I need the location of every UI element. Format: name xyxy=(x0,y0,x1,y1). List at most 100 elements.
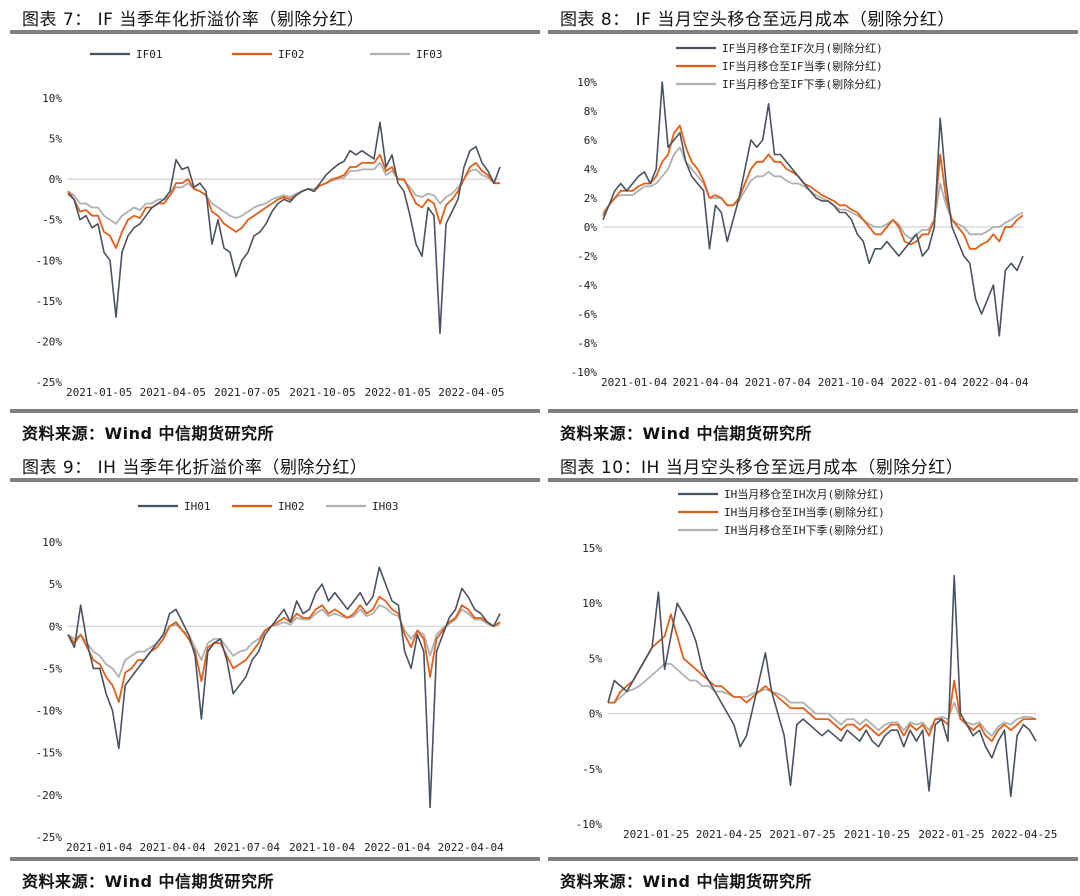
legend-label: IH01 xyxy=(184,500,211,513)
x-tick-label: 2021-01-05 xyxy=(66,386,132,399)
y-tick-label: -25% xyxy=(36,376,63,389)
y-tick-label: -10% xyxy=(36,705,63,718)
divider xyxy=(548,478,1078,482)
y-tick-label: -10% xyxy=(571,366,598,379)
divider xyxy=(10,478,540,482)
series-line-3 xyxy=(67,162,500,225)
y-tick-label: 0% xyxy=(584,221,598,234)
x-tick-label: 2022-01-04 xyxy=(891,376,958,389)
y-tick-label: 6% xyxy=(584,134,598,147)
y-tick-label: -20% xyxy=(36,789,63,802)
x-tick-label: 2021-04-25 xyxy=(696,828,762,841)
series-line-2 xyxy=(67,153,500,250)
y-tick-label: -5% xyxy=(582,763,602,776)
series-line-1 xyxy=(67,121,501,335)
series-line-2 xyxy=(608,613,1036,743)
panel-title: 图表 7： IF 当季年化折溢价率（剔除分红） xyxy=(22,10,365,30)
if-roll-cost-chart: -10% -8% -6% -4% -2% 0% 2% 4% 6% 8% 10% 2021-01-04 2… xyxy=(571,41,1029,389)
legend-label: IF01 xyxy=(136,48,163,61)
x-tick-label: 2021-04-04 xyxy=(672,376,739,389)
y-tick-label: -15% xyxy=(36,295,63,308)
panel-title: 图表 9： IH 当季年化折溢价率（剔除分红） xyxy=(22,458,368,478)
y-tick-label: -2% xyxy=(577,250,597,263)
divider xyxy=(10,30,540,34)
panel-title: 图表 10：IH 当月空头移仓至远月成本（剔除分红） xyxy=(560,458,964,478)
y-tick-label: 8% xyxy=(584,105,598,118)
series-line-3 xyxy=(67,604,501,678)
divider xyxy=(548,409,1078,413)
y-tick-label: -10% xyxy=(576,818,603,831)
legend-label: IF03 xyxy=(416,48,443,61)
x-tick-label: 2021-10-04 xyxy=(818,376,885,389)
chart-panel-if-basis: 图表 7： IF 当季年化折溢价率（剔除分红） -25% -20% -15% -10%… xyxy=(10,0,540,448)
y-tick-label: 0% xyxy=(49,620,63,633)
series-line-1 xyxy=(602,81,1024,337)
divider xyxy=(10,409,540,413)
if-basis-chart: -25% -20% -15% -10% -5% 0% 5% 10% 2021-01-05 2021… xyxy=(36,48,505,399)
y-tick-label: 0% xyxy=(49,173,63,186)
series-line-1 xyxy=(607,574,1037,798)
chart-panel-ih-basis: 图表 9： IH 当季年化折溢价率（剔除分红） -25% -20% -15% -10%… xyxy=(10,448,540,896)
legend-label: IF当月移仓至IF次月(剔除分红) xyxy=(722,41,883,55)
y-tick-label: -5% xyxy=(42,214,62,227)
y-tick-label: -8% xyxy=(577,337,597,350)
panel-title: 图表 8： IF 当月空头移仓至远月成本（剔除分红） xyxy=(560,10,955,30)
divider xyxy=(548,30,1078,34)
legend-label: IH03 xyxy=(372,500,399,513)
x-tick-label: 2021-04-05 xyxy=(140,386,206,399)
chart-panel-if-roll-cost: 图表 8： IF 当月空头移仓至远月成本（剔除分红） -10% -8% -6% -4%… xyxy=(548,0,1078,448)
x-tick-label: 2021-04-04 xyxy=(139,841,206,854)
x-tick-label: 2022-01-04 xyxy=(364,841,431,854)
y-tick-label: -15% xyxy=(36,747,63,760)
y-tick-label: 10% xyxy=(582,597,602,610)
divider xyxy=(548,857,1078,861)
series-line-3 xyxy=(602,146,1024,240)
y-tick-label: 10% xyxy=(42,92,62,105)
y-tick-label: -25% xyxy=(36,831,63,844)
x-tick-label: 2021-01-25 xyxy=(623,828,689,841)
source-note: 资料来源：Wind 中信期货研究所 xyxy=(560,872,813,891)
x-tick-label: 2022-04-05 xyxy=(438,386,504,399)
legend-label: IH当月移仓至IH当季(剔除分红) xyxy=(724,505,885,519)
x-tick-label: 2022-01-25 xyxy=(918,828,984,841)
legend-label: IF当月移仓至IF当季(剔除分红) xyxy=(722,59,883,73)
y-tick-label: -10% xyxy=(36,254,63,267)
ih-roll-cost-chart: -10% -5% 0% 5% 10% 15% 2021-01-25 2021-04-25 202… xyxy=(576,487,1058,841)
x-tick-label: 2022-04-04 xyxy=(438,841,505,854)
chart-panel-ih-roll-cost: 图表 10：IH 当月空头移仓至远月成本（剔除分红） -10% -5% 0% 5% 10… xyxy=(548,448,1078,896)
y-tick-label: 10% xyxy=(42,536,62,549)
x-tick-label: 2021-07-04 xyxy=(214,841,281,854)
x-tick-label: 2021-10-25 xyxy=(844,828,910,841)
x-tick-label: 2021-07-25 xyxy=(769,828,835,841)
x-tick-label: 2021-01-04 xyxy=(601,376,668,389)
y-tick-label: 2% xyxy=(584,192,598,205)
x-tick-label: 2021-07-04 xyxy=(745,376,812,389)
y-tick-label: -4% xyxy=(577,279,597,292)
legend-label: IF02 xyxy=(278,48,305,61)
x-tick-label: 2021-10-05 xyxy=(289,386,355,399)
source-note: 资料来源：Wind 中信期货研究所 xyxy=(22,872,275,891)
y-tick-label: 10% xyxy=(577,76,597,89)
y-tick-label: 5% xyxy=(49,578,63,591)
x-tick-label: 2022-04-25 xyxy=(991,828,1057,841)
x-tick-label: 2021-10-04 xyxy=(289,841,356,854)
x-tick-label: 2022-04-04 xyxy=(962,376,1029,389)
y-tick-label: 5% xyxy=(49,133,63,146)
y-tick-label: 15% xyxy=(582,542,602,555)
y-tick-label: 0% xyxy=(589,708,603,721)
legend-label: IH02 xyxy=(278,500,305,513)
y-tick-label: -6% xyxy=(577,308,597,321)
source-note: 资料来源：Wind 中信期货研究所 xyxy=(560,424,813,443)
legend-label: IH当月移仓至IH下季(剔除分红) xyxy=(724,523,885,537)
legend-label: IH当月移仓至IH次月(剔除分红) xyxy=(724,487,885,501)
series-line-2 xyxy=(602,124,1024,250)
ih-basis-chart: -25% -20% -15% -10% -5% 0% 5% 10% 2021-01-04 2021… xyxy=(36,500,505,854)
x-tick-label: 2021-07-05 xyxy=(214,386,280,399)
x-tick-label: 2021-01-04 xyxy=(66,841,133,854)
series-line-2 xyxy=(67,595,501,704)
series-line-1 xyxy=(67,566,501,809)
series-line-3 xyxy=(608,662,1037,737)
legend-label: IF当月移仓至IF下季(剔除分红) xyxy=(722,77,883,91)
y-tick-label: -20% xyxy=(36,335,63,348)
y-tick-label: -5% xyxy=(42,662,62,675)
